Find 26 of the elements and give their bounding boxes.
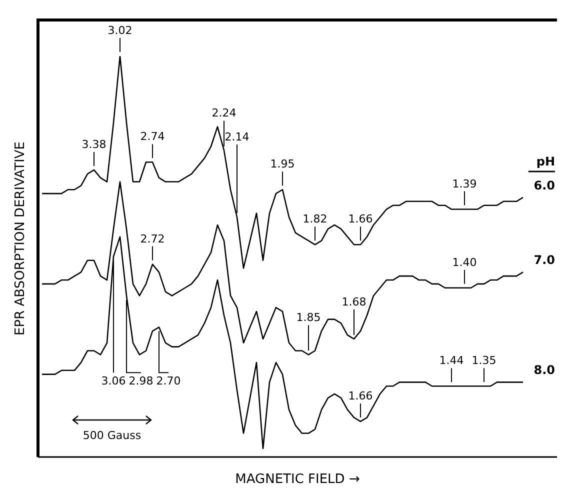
annotation: 1.35 xyxy=(472,354,496,368)
annotation: 2.70 xyxy=(156,374,181,388)
annotation: 3.06 xyxy=(101,374,126,388)
annotation: 1.66 xyxy=(348,389,373,402)
series-label: 7.0 xyxy=(534,253,555,268)
y-axis-title: EPR ABSORPTION DERIVATIVE xyxy=(13,142,28,336)
annotation: 1.66 xyxy=(348,212,373,226)
annotation: 1.68 xyxy=(342,295,366,308)
series-label: 8.0 xyxy=(534,363,555,378)
annotation: 1.95 xyxy=(270,158,295,171)
legend-title: pH xyxy=(536,154,555,168)
legend-label: 6.0 xyxy=(534,178,555,192)
annotation: 1.44 xyxy=(439,354,464,368)
x-axis-title: MAGNETIC FIELD → xyxy=(235,472,360,487)
annotation: 1.82 xyxy=(302,212,328,226)
annotation: 1.85 xyxy=(296,311,321,324)
annotation: 2.24 xyxy=(212,106,236,120)
annotation: 1.40 xyxy=(452,256,477,269)
text: 3.02 xyxy=(108,24,132,37)
annotation: 1.39 xyxy=(452,177,477,190)
annotation: 2.72 xyxy=(140,232,165,246)
annotation: 2.98 xyxy=(128,374,154,388)
annotation: 2.74 xyxy=(140,130,165,144)
annotation: 3.38 xyxy=(82,138,106,151)
annotation: 2.14 xyxy=(224,130,250,144)
annotation: 500 Gauss xyxy=(82,429,142,442)
